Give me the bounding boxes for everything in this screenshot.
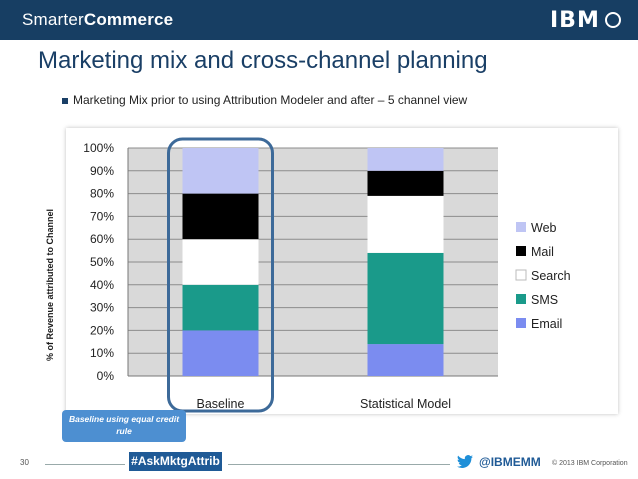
twitter-icon xyxy=(457,455,473,469)
y-tick-label: 50% xyxy=(90,255,114,269)
legend-label-sms: SMS xyxy=(531,293,558,307)
brand-bold: Commerce xyxy=(83,10,174,29)
ibm-logo: IBM xyxy=(550,8,600,33)
y-tick-label: 10% xyxy=(90,346,114,360)
x-tick-label: Statistical Model xyxy=(360,397,451,411)
y-tick-label: 80% xyxy=(90,187,114,201)
bar-web-0 xyxy=(182,148,259,194)
y-tick-label: 40% xyxy=(90,278,114,292)
footer-divider-left xyxy=(45,464,125,465)
y-tick-label: 20% xyxy=(90,323,114,337)
twitter-handle: @IBMEMM xyxy=(479,455,541,469)
bullet-text: Marketing Mix prior to using Attribution… xyxy=(73,93,468,107)
baseline-callout: Baseline using equal credit rule xyxy=(62,410,186,442)
y-tick-label: 90% xyxy=(90,164,114,178)
bar-email-0 xyxy=(182,330,259,376)
legend-swatch-email xyxy=(516,318,526,328)
bar-email-1 xyxy=(367,344,444,376)
y-tick-label: 60% xyxy=(90,232,114,246)
legend-swatch-web xyxy=(516,222,526,232)
legend-label-mail: Mail xyxy=(531,245,554,259)
bar-sms-1 xyxy=(367,252,444,345)
hashtag-badge: #AskMktgAttrib xyxy=(129,452,222,471)
bar-sms-0 xyxy=(182,284,259,331)
baseline-highlight xyxy=(167,137,274,413)
slide-title: Marketing mix and cross-channel planning xyxy=(38,47,488,74)
globe-icon xyxy=(605,12,621,28)
x-tick-label: Baseline xyxy=(197,397,245,411)
legend-label-web: Web xyxy=(531,221,557,235)
y-tick-label: 100% xyxy=(83,141,114,155)
bar-search-1 xyxy=(367,195,444,253)
copyright: © 2013 IBM Corporation xyxy=(552,460,628,467)
bar-mail-1 xyxy=(367,170,444,196)
legend-swatch-sms xyxy=(516,294,526,304)
brand-logo: SmarterCommerce xyxy=(22,10,173,30)
y-tick-label: 70% xyxy=(90,209,114,223)
bar-web-1 xyxy=(367,148,444,171)
bullet-icon xyxy=(62,98,68,104)
legend-label-email: Email xyxy=(531,317,562,331)
page-number: 30 xyxy=(20,458,29,467)
bar-mail-0 xyxy=(182,193,259,240)
legend-label-search: Search xyxy=(531,269,571,283)
legend-swatch-search xyxy=(515,269,527,281)
top-banner: SmarterCommerce IBM xyxy=(0,0,638,40)
y-tick-label: 30% xyxy=(90,301,114,315)
legend-swatch-mail xyxy=(516,246,526,256)
bar-search-0 xyxy=(182,239,259,285)
footer-divider-right xyxy=(228,464,450,465)
y-tick-label: 0% xyxy=(97,369,115,383)
brand-light: Smarter xyxy=(22,10,84,29)
